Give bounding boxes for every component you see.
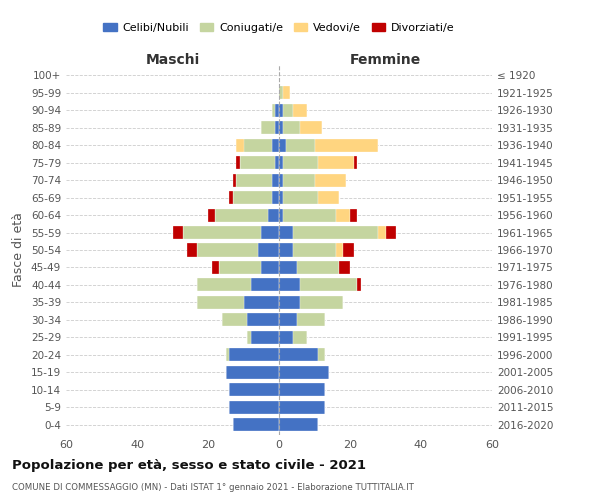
- Text: Femmine: Femmine: [350, 52, 421, 66]
- Bar: [283, 122, 301, 134]
- Bar: [247, 330, 251, 344]
- Bar: [297, 261, 340, 274]
- Bar: [173, 226, 183, 239]
- Bar: [279, 208, 283, 222]
- Bar: [350, 208, 357, 222]
- Bar: [226, 366, 279, 378]
- Bar: [233, 174, 236, 186]
- Bar: [236, 156, 240, 170]
- Bar: [251, 330, 279, 344]
- Text: Popolazione per età, sesso e stato civile - 2021: Popolazione per età, sesso e stato civil…: [12, 460, 366, 472]
- Bar: [353, 156, 357, 170]
- Bar: [314, 174, 346, 186]
- Bar: [272, 104, 275, 117]
- Bar: [343, 244, 353, 256]
- Bar: [236, 174, 272, 186]
- Bar: [229, 348, 279, 362]
- Bar: [283, 104, 293, 117]
- Bar: [279, 278, 301, 291]
- Bar: [279, 156, 283, 170]
- Bar: [301, 122, 322, 134]
- Bar: [212, 261, 218, 274]
- Bar: [275, 104, 279, 117]
- Bar: [233, 418, 279, 431]
- Bar: [261, 226, 279, 239]
- Bar: [272, 174, 279, 186]
- Bar: [279, 86, 283, 100]
- Bar: [279, 366, 329, 378]
- Text: COMUNE DI COMMESSAGGIO (MN) - Dati ISTAT 1° gennaio 2021 - Elaborazione TUTTITAL: COMUNE DI COMMESSAGGIO (MN) - Dati ISTAT…: [12, 484, 414, 492]
- Bar: [336, 208, 350, 222]
- Bar: [279, 174, 283, 186]
- Bar: [336, 244, 343, 256]
- Bar: [293, 330, 307, 344]
- Bar: [279, 348, 318, 362]
- Bar: [357, 278, 361, 291]
- Bar: [293, 104, 307, 117]
- Bar: [275, 122, 279, 134]
- Bar: [279, 244, 293, 256]
- Bar: [293, 226, 379, 239]
- Bar: [283, 191, 318, 204]
- Bar: [197, 278, 251, 291]
- Bar: [261, 261, 279, 274]
- Bar: [386, 226, 396, 239]
- Bar: [244, 138, 272, 152]
- Bar: [208, 208, 215, 222]
- Bar: [297, 314, 325, 326]
- Bar: [187, 244, 197, 256]
- Bar: [236, 138, 244, 152]
- Bar: [301, 278, 357, 291]
- Bar: [272, 191, 279, 204]
- Bar: [275, 156, 279, 170]
- Bar: [379, 226, 386, 239]
- Bar: [279, 104, 283, 117]
- Bar: [279, 314, 297, 326]
- Bar: [279, 296, 301, 309]
- Bar: [279, 191, 283, 204]
- Bar: [340, 261, 350, 274]
- Bar: [314, 138, 379, 152]
- Bar: [283, 208, 336, 222]
- Bar: [183, 226, 261, 239]
- Bar: [283, 86, 290, 100]
- Bar: [229, 383, 279, 396]
- Bar: [247, 314, 279, 326]
- Bar: [229, 400, 279, 413]
- Bar: [261, 122, 275, 134]
- Legend: Celibi/Nubili, Coniugati/e, Vedovi/e, Divorziati/e: Celibi/Nubili, Coniugati/e, Vedovi/e, Di…: [99, 19, 459, 38]
- Bar: [279, 330, 293, 344]
- Bar: [318, 348, 325, 362]
- Bar: [251, 278, 279, 291]
- Bar: [222, 314, 247, 326]
- Bar: [286, 138, 314, 152]
- Text: Maschi: Maschi: [145, 52, 200, 66]
- Y-axis label: Fasce di età: Fasce di età: [13, 212, 25, 288]
- Bar: [226, 348, 229, 362]
- Bar: [318, 156, 353, 170]
- Bar: [197, 296, 244, 309]
- Bar: [318, 191, 340, 204]
- Bar: [218, 261, 261, 274]
- Bar: [215, 208, 268, 222]
- Bar: [279, 122, 283, 134]
- Bar: [197, 244, 258, 256]
- Bar: [293, 244, 336, 256]
- Bar: [301, 296, 343, 309]
- Bar: [258, 244, 279, 256]
- Bar: [268, 208, 279, 222]
- Bar: [279, 418, 318, 431]
- Bar: [279, 226, 293, 239]
- Bar: [283, 156, 318, 170]
- Bar: [279, 138, 286, 152]
- Bar: [279, 261, 297, 274]
- Bar: [279, 383, 325, 396]
- Bar: [283, 174, 314, 186]
- Bar: [244, 296, 279, 309]
- Bar: [240, 156, 275, 170]
- Bar: [233, 191, 272, 204]
- Bar: [279, 400, 325, 413]
- Bar: [229, 191, 233, 204]
- Bar: [272, 138, 279, 152]
